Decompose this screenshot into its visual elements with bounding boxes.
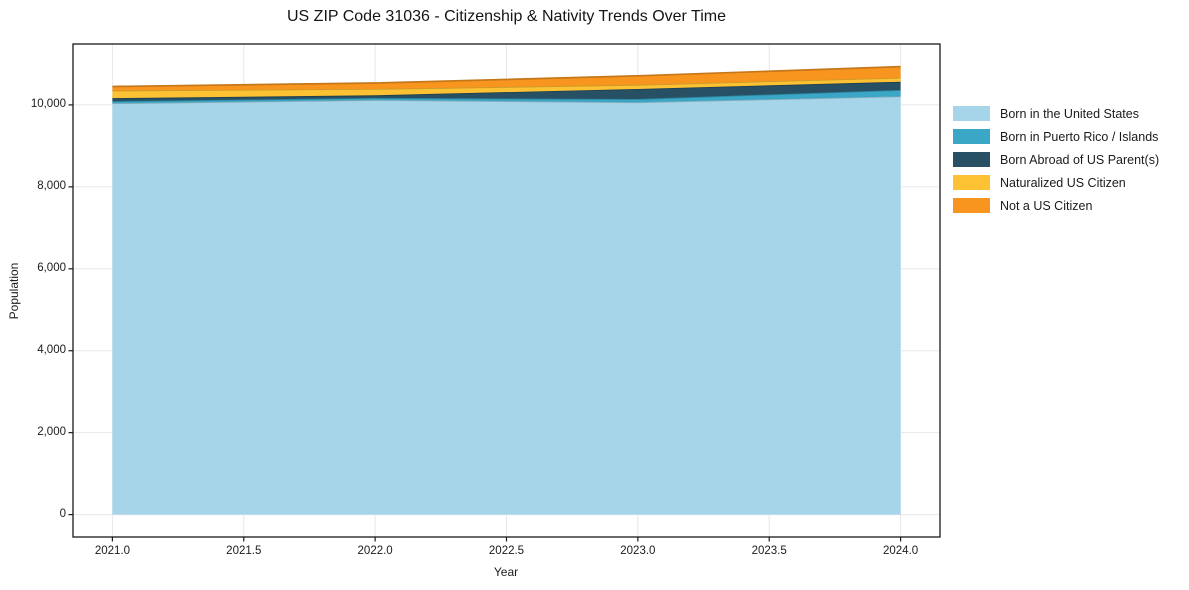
area-edge <box>112 76 901 92</box>
chart-title: US ZIP Code 31036 - Citizenship & Nativi… <box>287 8 726 25</box>
area-layer <box>112 89 901 104</box>
legend-swatch <box>953 106 990 121</box>
y-tick-label: 4,000 <box>37 344 66 357</box>
y-tick-label: 0 <box>59 508 66 521</box>
area-layer <box>112 96 901 515</box>
area-edge <box>112 65 901 88</box>
legend-item: Not a US Citizen <box>953 198 1159 213</box>
x-tick-label: 2022.0 <box>357 545 393 557</box>
legend-item: Born Abroad of US Parent(s) <box>953 152 1159 167</box>
legend-item: Naturalized US Citizen <box>953 175 1159 190</box>
legend-item: Born in Puerto Rico / Islands <box>953 129 1159 144</box>
legend-label: Born in Puerto Rico / Islands <box>1000 129 1159 144</box>
y-tick-label: 10,000 <box>30 98 66 111</box>
legend-label: Born Abroad of US Parent(s) <box>1000 152 1160 167</box>
legend-swatch <box>953 129 990 144</box>
y-tick-label: 6,000 <box>37 262 66 275</box>
x-tick-label: 2024.0 <box>882 545 919 557</box>
legend-swatch <box>953 175 990 190</box>
y-tick-label: 2,000 <box>37 426 66 439</box>
x-tick-label: 2022.5 <box>488 545 525 557</box>
x-tick-label: 2023.5 <box>751 545 787 557</box>
legend-label: Not a US Citizen <box>1000 198 1093 213</box>
x-axis-label: Year <box>493 565 519 579</box>
legend: Born in the United States Born in Puerto … <box>953 106 1159 213</box>
legend-label: Naturalized US Citizen <box>1000 175 1126 190</box>
y-tick-label: 8,000 <box>37 180 66 193</box>
x-tick-label: 2021.5 <box>226 545 262 557</box>
area-layer <box>112 77 901 99</box>
legend-item: Born in the United States <box>953 106 1159 121</box>
legend-swatch <box>953 152 990 167</box>
x-tick-label: 2023.0 <box>620 545 656 557</box>
legend-label: Born in the United States <box>1000 106 1139 121</box>
x-tick-label: 2021.0 <box>94 545 130 557</box>
legend-swatch <box>953 198 990 213</box>
